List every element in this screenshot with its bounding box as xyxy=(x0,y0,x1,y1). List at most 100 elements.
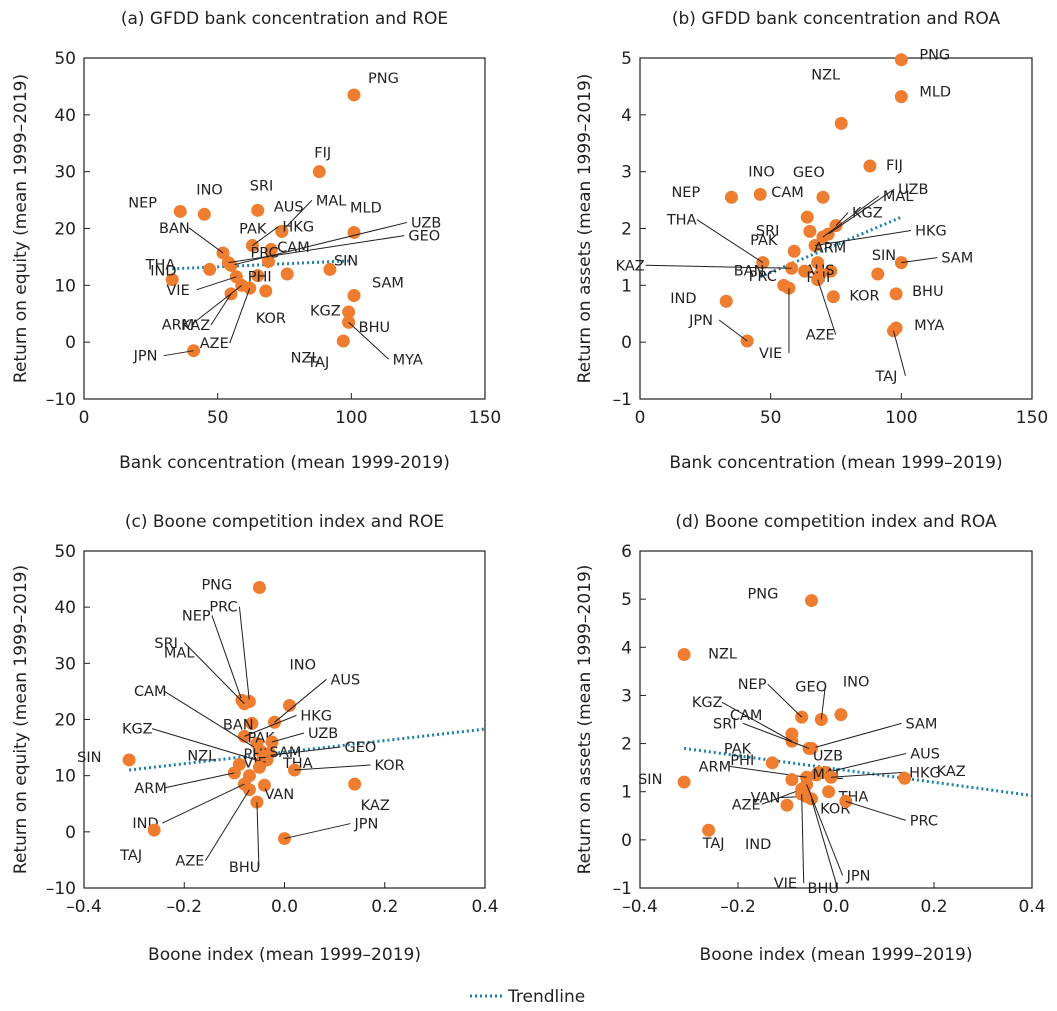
leader-line xyxy=(256,802,260,868)
point-label-taj: TAJ xyxy=(306,355,329,371)
data-point-kaz xyxy=(898,771,912,785)
point-label-aze: AZE xyxy=(200,336,229,352)
point-label-tha: THA xyxy=(666,213,697,229)
y-axis-label: Return on assets (mean 1999–2019) xyxy=(575,74,595,384)
point-label-pak: PAK xyxy=(724,742,752,758)
point-label-cam: CAM xyxy=(134,684,167,700)
data-point-bhu xyxy=(342,305,356,319)
trendline xyxy=(172,259,349,271)
point-label-sri: SRI xyxy=(756,223,780,239)
data-point-mld xyxy=(894,90,908,104)
data-point-png xyxy=(252,581,266,595)
y-tick-label: 4 xyxy=(621,638,632,658)
data-point-nzl xyxy=(834,116,848,130)
point-label-uzb: UZB xyxy=(411,215,441,231)
y-tick-label: 10 xyxy=(54,767,76,787)
point-label-sam: SAM xyxy=(269,745,301,761)
point-label-uzb: UZB xyxy=(898,182,928,198)
leader-line xyxy=(204,789,250,861)
point-label-nep: NEP xyxy=(671,185,700,201)
y-tick-label: 30 xyxy=(54,163,76,183)
leader-line xyxy=(163,350,194,357)
point-label-arm: ARM xyxy=(162,317,195,333)
data-point-mal xyxy=(245,716,259,730)
leader-line xyxy=(835,212,849,226)
data-point-cam xyxy=(800,210,814,224)
leader-line xyxy=(831,771,906,778)
point-label-ino: INO xyxy=(843,675,870,691)
point-label-nzl: NZL xyxy=(187,748,216,764)
x-tick-label: 0 xyxy=(635,408,646,428)
leader-line xyxy=(274,678,327,723)
leader-line xyxy=(742,722,810,749)
point-label-aze: AZE xyxy=(732,797,761,813)
leader-line xyxy=(811,722,902,749)
point-label-aze: AZE xyxy=(175,854,204,870)
y-tick-label: 40 xyxy=(54,598,76,618)
point-label-ban: BAN xyxy=(159,221,190,237)
point-label-vie: VIE xyxy=(774,876,797,892)
y-tick-label: 0 xyxy=(621,831,632,851)
point-label-arm: ARM xyxy=(814,241,847,257)
point-label-png: PNG xyxy=(368,71,399,87)
point-label-sri: SRI xyxy=(154,636,178,652)
data-point-mld xyxy=(347,225,361,239)
data-point-kor xyxy=(259,284,273,298)
chart-title: (a) GFDD bank concentration and ROE xyxy=(121,9,448,29)
leader-line xyxy=(893,330,906,376)
leader-line xyxy=(284,823,351,840)
data-point-kaz xyxy=(348,777,362,791)
data-point-geo xyxy=(816,190,830,204)
x-tick-label: –0.4 xyxy=(66,897,102,917)
x-tick-label: 0.0 xyxy=(271,897,298,917)
y-tick-label: –10 xyxy=(46,879,76,899)
point-label-sin: SIN xyxy=(638,772,662,788)
data-point-png xyxy=(894,53,908,67)
point-label-ban: BAN xyxy=(223,718,254,734)
x-tick-label: 50 xyxy=(760,408,782,428)
data-point-arm xyxy=(811,256,825,270)
data-point-cam xyxy=(280,267,294,281)
plot-frame xyxy=(639,550,1033,889)
point-label-geo: GEO xyxy=(793,165,825,181)
leader-line xyxy=(806,784,844,876)
x-tick-label: –0.2 xyxy=(720,897,756,917)
point-label-prc: PRC xyxy=(250,245,278,261)
leader-line xyxy=(281,199,313,232)
data-point-sam xyxy=(252,760,266,774)
y-tick-label: 1 xyxy=(621,276,632,296)
y-tick-label: 0 xyxy=(65,333,76,353)
leader-line xyxy=(820,686,826,720)
y-tick-label: 5 xyxy=(621,590,632,610)
point-label-sri: SRI xyxy=(250,178,274,194)
point-label-nzl: NZL xyxy=(708,647,737,663)
point-label-aus: AUS xyxy=(274,199,304,215)
point-label-vie: VIE xyxy=(166,283,189,299)
leader-line xyxy=(244,714,297,737)
x-tick-label: –0.2 xyxy=(166,897,202,917)
data-point-tha xyxy=(203,262,217,276)
y-tick-label: 3 xyxy=(621,686,632,706)
leader-line xyxy=(348,321,389,360)
data-point-kor xyxy=(826,290,840,304)
data-point-prc xyxy=(261,254,275,268)
point-label-hkg: HKG xyxy=(282,220,314,236)
point-label-kaz: KAZ xyxy=(616,258,645,274)
point-label-mya: MYA xyxy=(914,318,944,334)
leader-line xyxy=(184,642,245,705)
x-tick-label: 0.4 xyxy=(1018,897,1045,917)
point-label-kor: KOR xyxy=(256,311,286,327)
point-label-phi: PHI xyxy=(730,753,754,769)
x-tick-label: 100 xyxy=(335,408,367,428)
point-label-kgz: KGZ xyxy=(692,695,723,711)
point-label-fij: FIJ xyxy=(314,146,331,162)
leader-line xyxy=(826,752,907,773)
point-label-mya: MYA xyxy=(393,352,423,368)
data-point-sin xyxy=(122,753,136,767)
chart-title: (c) Boone competition index and ROE xyxy=(125,512,444,532)
point-label-ind: IND xyxy=(745,837,771,853)
y-tick-label: 5 xyxy=(621,49,632,69)
y-tick-label: 6 xyxy=(621,542,632,562)
point-label-png: PNG xyxy=(201,578,232,594)
